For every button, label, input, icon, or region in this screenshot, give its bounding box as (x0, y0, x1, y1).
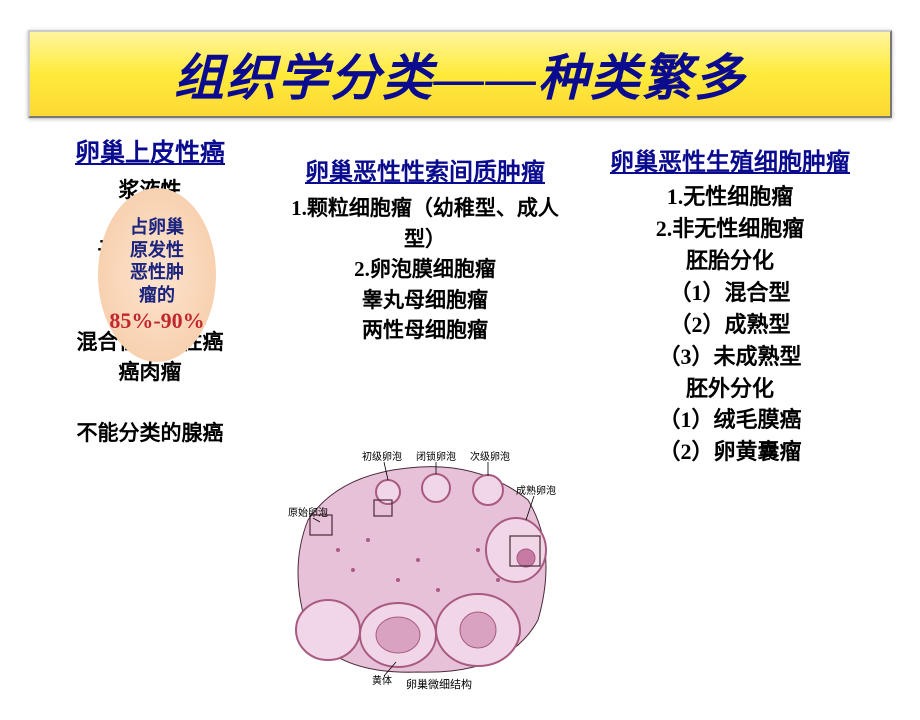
col3-line-2: 胚胎分化 (570, 245, 890, 277)
hist-label-1: 初级卵泡 (362, 450, 402, 463)
column-3: 卵巢恶性生殖细胞肿瘤 1.无性细胞瘤 2.非无性细胞瘤 胚胎分化 （1）混合型 … (570, 148, 890, 468)
col3-line-4: （2）成熟型 (570, 309, 890, 341)
hist-label-5: 黄体 (372, 674, 392, 687)
col2-line-0: 1.颗粒细胞瘤（幼稚型、成人型） (290, 193, 560, 254)
column-1: 卵巢上皮性癌 浆液性 子宫内膜癌 混合性上皮性癌 癌肉瘤 不能分类的腺癌 占卵巢… (20, 138, 280, 448)
col1-header: 卵巢上皮性癌 (20, 138, 280, 171)
percentage-bubble: 占卵巢 原发性 恶性肿 瘤的 85%-90% (98, 188, 216, 362)
col2-line-3: 两性母细胞瘤 (290, 315, 560, 345)
col1-line-8: 不能分类的腺癌 (20, 418, 280, 448)
hist-label-3: 次级卵泡 (470, 450, 510, 463)
bubble-line-1: 原发性 (130, 240, 184, 260)
col3-list: 1.无性细胞瘤 2.非无性细胞瘤 胚胎分化 （1）混合型 （2）成熟型 （3）未… (570, 181, 890, 468)
col2-header: 卵巢恶性性索间质肿瘤 (290, 158, 560, 189)
title-banner: 组织学分类——种类繁多 (28, 30, 892, 118)
col3-line-3: （1）混合型 (570, 277, 890, 309)
col3-line-1: 2.非无性细胞瘤 (570, 213, 890, 245)
col2-line-2: 睾丸母细胞瘤 (290, 285, 560, 315)
hist-label-4: 成熟卵泡 (516, 484, 556, 497)
col2-list: 1.颗粒细胞瘤（幼稚型、成人型） 2.卵泡膜细胞瘤 睾丸母细胞瘤 两性母细胞瘤 (290, 193, 560, 345)
col1-line-7 (20, 388, 280, 418)
col3-line-0: 1.无性细胞瘤 (570, 181, 890, 213)
columns-container: 卵巢上皮性癌 浆液性 子宫内膜癌 混合性上皮性癌 癌肉瘤 不能分类的腺癌 占卵巢… (0, 138, 920, 468)
hist-label-0: 原始卵泡 (288, 506, 328, 519)
col3-header: 卵巢恶性生殖细胞肿瘤 (570, 148, 890, 179)
col3-line-6: 胚外分化 (570, 373, 890, 405)
bubble-line-3: 瘤的 (139, 285, 175, 305)
bubble-top-text: 占卵巢 原发性 恶性肿 瘤的 (130, 216, 184, 306)
col3-line-5: （3）未成熟型 (570, 341, 890, 373)
slide-title: 组织学分类——种类繁多 (174, 38, 746, 110)
col2-line-1: 2.卵泡膜细胞瘤 (290, 254, 560, 284)
bubble-line-2: 恶性肿 (130, 262, 184, 282)
bubble-line-0: 占卵巢 (130, 217, 184, 237)
col3-line-8: （2）卵黄囊瘤 (570, 436, 890, 468)
col1-line-6: 癌肉瘤 (20, 357, 280, 387)
bubble-percent: 85%-90% (109, 308, 204, 333)
hist-label-6: 卵巢微细结构 (406, 677, 472, 690)
hist-label-2: 闭锁卵泡 (416, 450, 456, 463)
bubble-percent-text: 85%-90% (109, 308, 204, 333)
histology-diagram: 原始卵泡 初级卵泡 闭锁卵泡 次级卵泡 成熟卵泡 黄体 卵巢微细结构 (278, 440, 556, 690)
column-2: 卵巢恶性性索间质肿瘤 1.颗粒细胞瘤（幼稚型、成人型） 2.卵泡膜细胞瘤 睾丸母… (290, 158, 560, 345)
col3-line-7: （1）绒毛膜癌 (570, 404, 890, 436)
